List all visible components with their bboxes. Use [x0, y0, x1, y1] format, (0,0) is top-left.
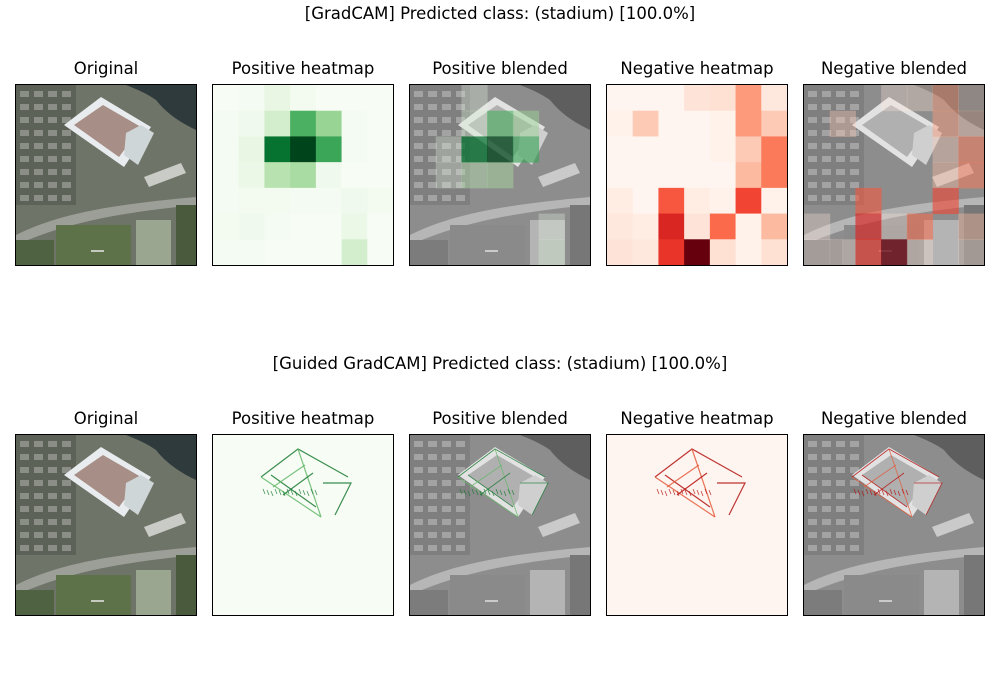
panel-title-negative-heatmap: Negative heatmap	[620, 409, 774, 428]
panel-title-negative-blended: Negative blended	[820, 409, 968, 428]
panel-title-positive-heatmap: Positive heatmap	[231, 409, 375, 428]
guided-original-image	[15, 434, 197, 616]
guided-positive-blended	[409, 434, 591, 616]
panel-title-positive-blended: Positive blended	[432, 59, 568, 78]
gradcam-original-image	[15, 84, 197, 266]
panel-title-positive-blended: Positive blended	[432, 409, 568, 428]
guided-negative-heatmap	[606, 434, 788, 616]
panel-title-original: Original	[73, 59, 139, 78]
panel-title-negative-blended: Negative blended	[820, 59, 968, 78]
guided-gradcam-row-title: [Guided GradCAM] Predicted class: (stadi…	[272, 354, 728, 373]
gradcam-row-title: [GradCAM] Predicted class: (stadium) [10…	[304, 4, 696, 23]
gradcam-positive-heatmap	[212, 84, 394, 266]
gradcam-negative-blended	[803, 84, 985, 266]
panel-title-positive-heatmap: Positive heatmap	[231, 59, 375, 78]
gradcam-positive-blended	[409, 84, 591, 266]
guided-positive-heatmap	[212, 434, 394, 616]
gradcam-negative-heatmap	[606, 84, 788, 266]
guided-negative-blended	[803, 434, 985, 616]
panel-title-original: Original	[73, 409, 139, 428]
panel-title-negative-heatmap: Negative heatmap	[620, 59, 774, 78]
